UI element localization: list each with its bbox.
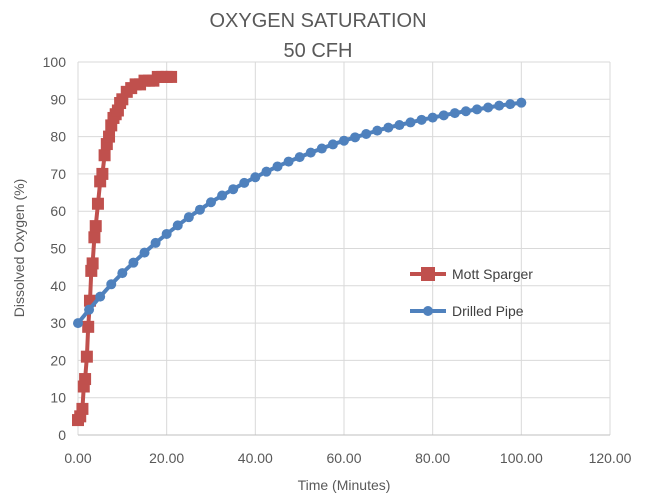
data-point [150,237,161,248]
data-point [96,167,109,180]
data-point [472,104,482,115]
y-tick-label: 100 [43,54,67,70]
data-point [438,110,449,121]
data-point [128,257,139,268]
data-point [88,231,101,244]
data-point [91,197,104,210]
axes: 0 10 20 30 40 50 60 70 80 90 100 0.00 20.00 40.00 60.0… [43,54,632,466]
y-tick-label: 80 [50,129,66,145]
data-point [427,112,438,123]
legend-marker-square [421,267,435,281]
data-point [206,197,216,208]
data-point [117,268,128,279]
data-point [361,128,372,139]
x-tick-label: 0.00 [64,450,91,466]
data-point [460,106,471,117]
data-point [294,152,305,163]
x-tick-label: 60.00 [326,450,361,466]
data-point [449,108,460,119]
data-point [516,97,527,108]
data-point [139,247,150,258]
legend-item-drilled-pipe: Drilled Pipe [410,303,524,319]
data-point [272,161,283,172]
data-point [339,135,349,146]
y-tick-label: 10 [50,390,66,406]
data-point [316,143,327,154]
data-point [505,99,516,110]
x-tick-label: 120.00 [589,450,632,466]
data-point [106,279,117,290]
data-point [217,190,228,201]
chart-title: OXYGEN SATURATION [209,10,426,32]
data-point [84,304,95,315]
series-mott-sparger [72,70,178,427]
data-point [172,220,183,231]
data-point [86,257,99,270]
data-point [483,102,494,113]
data-point [383,122,394,133]
data-point [194,204,205,215]
data-point [79,373,92,386]
x-axis-title: Time (Minutes) [298,477,391,493]
data-series [72,70,527,427]
data-point [161,228,172,239]
data-point [405,117,416,128]
data-point [250,172,261,183]
data-point [394,120,405,131]
data-point [98,149,111,162]
x-tick-label: 40.00 [238,450,273,466]
data-point [283,156,294,167]
data-point [95,291,106,302]
x-tick-label: 100.00 [500,450,543,466]
data-point [239,177,250,188]
legend-marker-circle [423,306,433,316]
y-tick-label: 0 [58,427,66,443]
data-point [76,402,89,415]
y-tick-label: 30 [50,315,66,331]
data-point [327,139,338,150]
chart-subtitle: 50 CFH [284,40,353,62]
data-point [494,100,505,111]
y-axis-title: Dissolved Oxygen (%) [11,179,27,318]
data-point [416,114,427,125]
data-point [89,220,102,233]
legend: Mott Sparger Drilled Pipe [410,266,533,319]
legend-label-drilled-pipe: Drilled Pipe [452,303,524,319]
data-point [103,130,116,143]
series-drilled-pipe [73,97,527,329]
data-point [73,318,83,329]
data-point [350,132,361,143]
data-point [80,350,93,363]
x-tick-label: 80.00 [415,450,450,466]
data-point [183,212,194,223]
y-tick-label: 40 [50,278,66,294]
data-point [165,70,178,83]
legend-item-mott-sparger: Mott Sparger [410,266,533,282]
x-tick-label: 20.00 [149,450,184,466]
y-tick-label: 50 [50,241,66,257]
y-tick-label: 20 [50,352,66,368]
data-point [82,320,95,333]
y-tick-label: 70 [50,166,66,182]
data-point [228,184,239,195]
data-point [261,166,272,177]
y-tick-label: 90 [50,91,66,107]
legend-label-mott-sparger: Mott Sparger [452,266,533,282]
data-point [372,125,383,136]
y-tick-label: 60 [50,203,66,219]
data-point [305,147,316,158]
